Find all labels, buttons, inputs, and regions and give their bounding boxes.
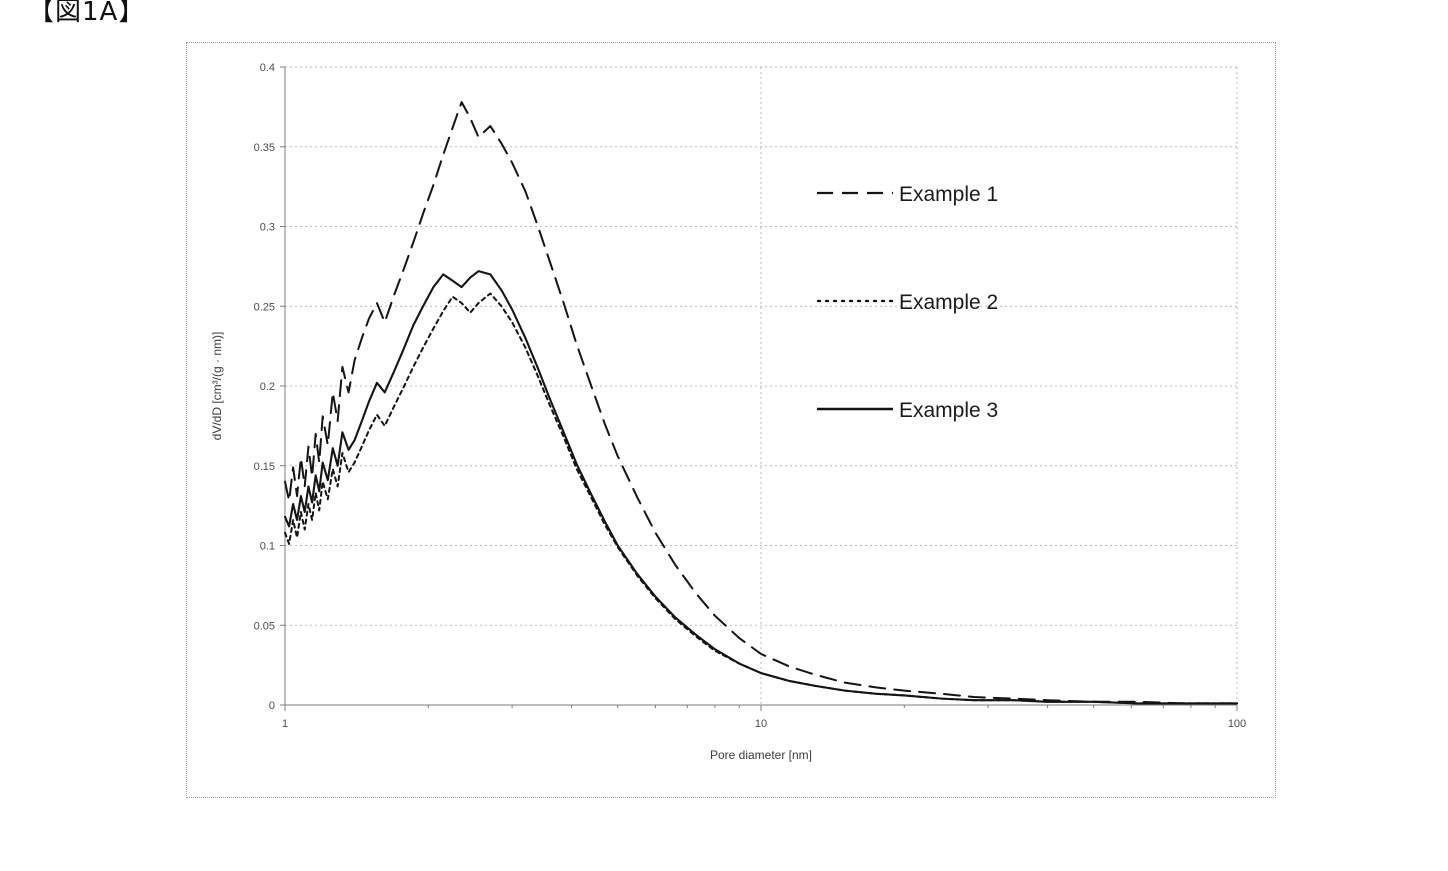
y-tick-label: 0.25	[254, 301, 275, 313]
chart-frame: 0.4 0.35 0.3 0.25 0.2 0.15 0.1 0.05 0 1 10 100 Pore…	[186, 42, 1276, 798]
x-tick-label: 100	[1228, 718, 1246, 730]
axis-title-layer: Pore diameter [nm] dV/dD [cm³/(g · nm)]	[210, 332, 812, 762]
legend-label-3: Example 3	[899, 399, 998, 422]
series-line-3	[283, 270, 1239, 705]
y-tick-label: 0.3	[260, 222, 275, 234]
series-layer	[283, 101, 1239, 705]
legend-label-2: Example 2	[899, 291, 998, 314]
y-tick-label: 0.15	[254, 461, 275, 473]
y-tick-label: 0.05	[254, 620, 275, 632]
y-tick-label: 0.2	[260, 381, 275, 393]
y-tick-label: 0.4	[260, 62, 275, 74]
x-axis-title: Pore diameter [nm]	[710, 748, 812, 762]
x-tick-label: 10	[755, 718, 767, 730]
figure-label: 【図1A】	[28, 0, 146, 27]
series-line-1	[284, 101, 1238, 705]
axis-layer	[280, 66, 1238, 711]
y-tick-label: 0.35	[254, 142, 275, 154]
y-axis-title: dV/dD [cm³/(g · nm)]	[210, 332, 224, 441]
legend-label-1: Example 1	[899, 183, 998, 206]
chart-legend: Example 1 Example 2 Example 3	[817, 183, 998, 422]
y-tick-label: 0.1	[260, 541, 275, 553]
pore-size-distribution-chart: 0.4 0.35 0.3 0.25 0.2 0.15 0.1 0.05 01 10 100 Pore…	[210, 62, 1247, 762]
tick-label-layer: 0.4 0.35 0.3 0.25 0.2 0.15 0.1 0.05 01 10 100	[254, 62, 1247, 730]
y-tick-label: 0	[269, 700, 275, 712]
x-tick-label: 1	[282, 718, 288, 730]
grid-layer	[284, 66, 1238, 706]
